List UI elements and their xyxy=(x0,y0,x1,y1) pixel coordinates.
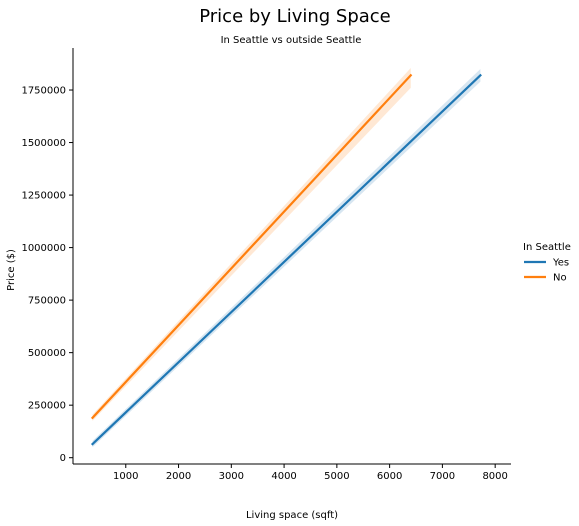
legend: In Seattle Yes No xyxy=(523,242,571,284)
axes: 1000 2000 3000 4000 5000 6000 7000 8000 0 250000 5… xyxy=(21,48,511,482)
x-tick-label: 7000 xyxy=(430,471,455,482)
y-tick-label: 250000 xyxy=(28,401,66,412)
series-line-yes xyxy=(90,73,482,446)
y-tick-label: 1500000 xyxy=(21,138,66,149)
y-tick-label: 0 xyxy=(60,453,66,464)
legend-title: In Seattle xyxy=(523,242,571,253)
y-axis-label: Price ($) xyxy=(6,249,17,291)
series-lines xyxy=(90,73,482,446)
y-tick-label: 1750000 xyxy=(21,86,66,97)
y-tick-label: 750000 xyxy=(28,296,66,307)
chart-subtitle: In Seattle vs outside Seattle xyxy=(221,35,362,46)
x-tick-label: 5000 xyxy=(324,471,349,482)
x-tick-label: 8000 xyxy=(482,471,507,482)
confidence-band-yes xyxy=(92,69,481,448)
y-tick-label: 1250000 xyxy=(21,191,66,202)
x-tick-label: 1000 xyxy=(113,471,138,482)
y-tick-label: 1000000 xyxy=(21,243,66,254)
x-tick-label: 2000 xyxy=(166,471,191,482)
x-tick-label: 6000 xyxy=(377,471,402,482)
legend-entry-yes: Yes xyxy=(552,258,569,269)
y-tick-label: 500000 xyxy=(28,348,66,359)
x-tick-label: 3000 xyxy=(219,471,244,482)
x-axis-label: Living space (sqft) xyxy=(246,510,338,521)
x-tick-label: 4000 xyxy=(271,471,296,482)
confidence-bands xyxy=(92,67,481,448)
series-line-no xyxy=(90,73,413,420)
legend-entry-no: No xyxy=(553,273,567,284)
chart-title: Price by Living Space xyxy=(199,6,391,27)
